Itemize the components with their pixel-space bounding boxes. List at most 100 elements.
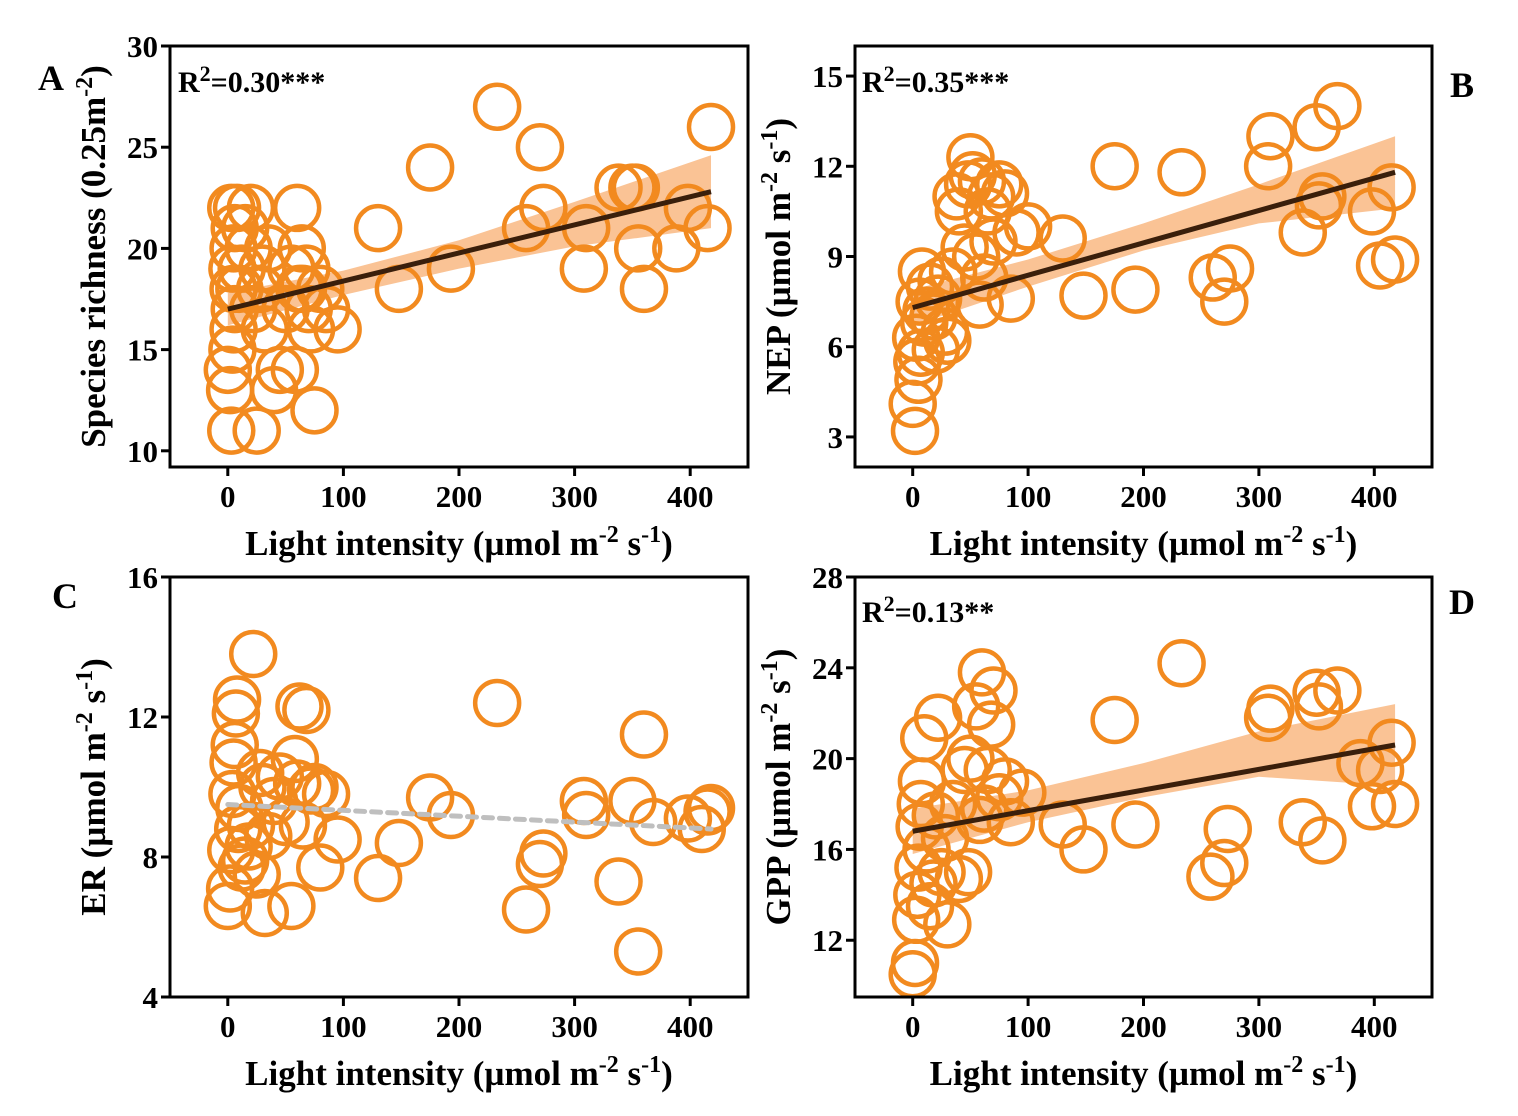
scatter-point <box>255 345 305 395</box>
scatter-point <box>628 797 678 847</box>
scatter-point <box>951 682 1001 731</box>
scatter-point <box>1370 779 1420 829</box>
x-tick-label: 100 <box>320 1009 367 1044</box>
x-tick-label: 0 <box>905 479 921 514</box>
x-axis-title-text: ) <box>661 1054 673 1093</box>
scatter-point <box>1203 804 1252 854</box>
scatter-point <box>663 794 713 843</box>
y-tick-label: 20 <box>812 742 843 777</box>
scatter-point <box>966 700 1016 749</box>
scatter-point <box>313 815 362 864</box>
scatter-point <box>890 406 940 456</box>
x-tick-label: 400 <box>667 1009 714 1044</box>
scatter-points <box>203 629 736 976</box>
r-squared-value: =0.30*** <box>211 66 326 99</box>
scatter-point <box>992 208 1041 257</box>
scatter-point <box>1090 695 1139 745</box>
x-tick-label: 300 <box>1236 1009 1283 1044</box>
scatter-point <box>203 345 253 395</box>
x-axis-title-text: ) <box>1346 1054 1358 1093</box>
scatter-point <box>683 203 732 253</box>
y-tick-label: 4 <box>143 980 159 1015</box>
y-axis-title-text: s <box>759 150 798 172</box>
panel-label: A <box>38 58 64 98</box>
scatter-point <box>1246 111 1295 161</box>
scatter-point <box>683 787 732 836</box>
scatter-point <box>212 675 262 724</box>
x-axis-title-sup: -2 <box>599 522 619 548</box>
scatter-point <box>472 82 522 131</box>
y-tick-label: 15 <box>812 59 843 94</box>
scatter-points <box>888 81 1420 456</box>
x-tick-label: 0 <box>220 1009 236 1044</box>
x-axis-title-text: Light intensity (µmol m <box>245 1054 599 1093</box>
scatter-point <box>1294 682 1344 731</box>
y-axis-title-text: s <box>74 690 113 712</box>
scatter-point <box>923 316 972 365</box>
scatter-point <box>986 797 1036 847</box>
scatter-point <box>313 305 362 354</box>
scatter-point <box>613 927 663 976</box>
y-axis-title-sup: -2 <box>72 77 98 97</box>
scatter-point <box>923 900 972 949</box>
panel-label: D <box>1449 582 1475 622</box>
x-axis-title-sup: -2 <box>1283 522 1303 548</box>
scatter-point <box>277 224 327 273</box>
y-axis-title-text: ) <box>74 658 113 670</box>
scatter-point <box>228 629 278 679</box>
x-axis-title-text: Light intensity (µmol m <box>930 524 1284 563</box>
scatter-point <box>426 244 476 293</box>
scatter-point <box>353 853 403 903</box>
scatter-point <box>1367 163 1416 212</box>
scatter-point <box>905 881 955 931</box>
nonsignificant-trend-line <box>225 802 714 832</box>
r-squared-annotation: R2=0.30*** <box>178 61 325 99</box>
scatter-point <box>290 386 339 435</box>
x-tick-label: 0 <box>220 479 236 514</box>
x-tick-label: 300 <box>551 1009 598 1044</box>
scatter-point <box>267 881 316 931</box>
x-axis-title-text: s <box>619 524 641 563</box>
regression-line <box>912 742 1396 834</box>
scatter-point <box>1186 852 1235 901</box>
scatter-point <box>946 133 995 182</box>
y-tick-label: 28 <box>812 560 843 595</box>
x-tick-label: 200 <box>1120 1009 1167 1044</box>
scatter-point <box>501 885 551 934</box>
x-axis-title-sup: -2 <box>599 1052 619 1078</box>
scatter-point <box>969 666 1018 715</box>
y-axis-title-text: s <box>759 680 798 702</box>
scatter-point <box>613 224 663 273</box>
scatter-point <box>296 264 345 314</box>
x-tick-label: 400 <box>1351 1009 1398 1044</box>
x-axis-title-text: s <box>1303 1054 1325 1093</box>
r-squared-value: =0.35*** <box>895 66 1010 99</box>
scatter-point <box>1200 277 1249 326</box>
scatter-point <box>1059 271 1108 320</box>
scatter-point <box>594 857 643 906</box>
y-tick-label: 3 <box>828 420 844 455</box>
scatter-point <box>1090 142 1139 191</box>
r-squared-annotation: R2=0.35*** <box>862 61 1009 99</box>
scatter-point <box>1246 684 1295 733</box>
y-axis-title-text: ) <box>759 649 798 661</box>
x-axis-title-text: ) <box>1346 524 1358 563</box>
scatter-point <box>969 217 1018 266</box>
scatter-point <box>686 102 736 152</box>
y-axis-title: ER (µmol m-2 s-1) <box>72 658 113 916</box>
y-axis-title-sup: -2 <box>757 703 783 723</box>
x-tick-label: 300 <box>1236 479 1283 514</box>
scatter-point <box>1111 265 1160 314</box>
r-squared-symbol: R <box>862 66 884 99</box>
y-tick-label: 6 <box>828 330 844 365</box>
scatter-point <box>211 689 261 738</box>
scatter-point <box>594 163 643 212</box>
r-squared-sup: 2 <box>200 61 211 86</box>
scatter-point <box>1313 81 1362 131</box>
scatter-point <box>951 232 1001 281</box>
r-squared-symbol: R <box>862 596 884 629</box>
x-tick-label: 100 <box>1005 1009 1052 1044</box>
scatter-point <box>296 843 345 892</box>
panel-b: 0 100 200 300 400 3 6 9 12 15 Light intensity (µmo… <box>757 44 1474 563</box>
